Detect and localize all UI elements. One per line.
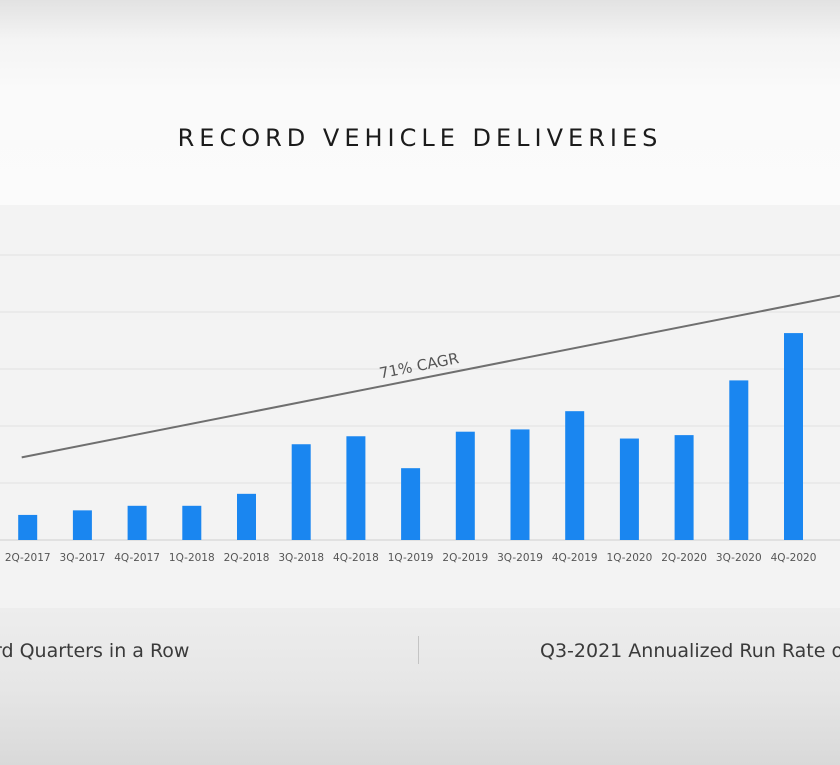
bar-chart: 71% CAGR 72Q-20173Q-20174Q-20171Q-20182Q… (0, 254, 840, 564)
x-tick-label: 3Q-2018 (278, 552, 324, 564)
x-tick-label: 1Q-2020 (607, 552, 653, 564)
cagr-label: 71% CAGR (378, 349, 461, 382)
trend-line-group: 71% CAGR (21, 294, 840, 459)
chart-panel: 71% CAGR 72Q-20173Q-20174Q-20171Q-20182Q… (0, 205, 840, 608)
x-tick-label: 2Q-2020 (661, 552, 707, 564)
x-tick-label: 1Q-2018 (169, 552, 215, 564)
bar-2Q-2020 (674, 435, 694, 540)
x-tick-labels: 72Q-20173Q-20174Q-20171Q-20182Q-20183Q-2… (5, 552, 817, 564)
bar-2Q-2017 (18, 514, 38, 540)
bar-4Q-2020 (784, 333, 803, 540)
bar-3Q-2019 (510, 429, 530, 540)
x-tick-label: 4Q-2017 (114, 552, 160, 564)
grid-lines (0, 254, 840, 541)
slide-title: RECORD VEHICLE DELIVERIES (177, 124, 663, 152)
bar-4Q-2018 (346, 436, 366, 540)
footer-bar: rd Quarters in a Row Q3-2021 Annualized … (0, 608, 840, 765)
x-tick-label: 3Q-2017 (60, 552, 106, 564)
bar-1Q-2020 (619, 438, 639, 540)
x-tick-label: 1Q-2019 (388, 552, 434, 564)
x-tick-label: 4Q-2018 (333, 552, 379, 564)
footer-divider (418, 636, 419, 664)
bar-3Q-2018 (291, 444, 311, 540)
bar-2Q-2019 (455, 431, 475, 540)
bar-1Q-2019 (401, 468, 421, 540)
bar-4Q-2019 (565, 411, 585, 540)
x-tick-label: 2Q-2019 (442, 552, 488, 564)
bar-1Q-2018 (182, 505, 202, 540)
bars (18, 333, 803, 540)
bar-2Q-2018 (237, 493, 256, 540)
x-tick-label: 3Q-2019 (497, 552, 543, 564)
x-tick-label: 2Q-2017 (5, 552, 51, 564)
bar-3Q-2020 (729, 380, 749, 540)
x-tick-label: 4Q-2019 (552, 552, 598, 564)
footer-right-text: Q3-2021 Annualized Run Rate of (540, 640, 840, 662)
x-tick-label: 3Q-2020 (716, 552, 762, 564)
x-tick-label: 2Q-2018 (224, 552, 270, 564)
cagr-trend-line (21, 294, 840, 459)
bar-3Q-2017 (72, 510, 92, 540)
bar-4Q-2017 (127, 505, 147, 540)
x-tick-label: 4Q-2020 (771, 552, 817, 564)
footer-left-text: rd Quarters in a Row (0, 640, 190, 662)
